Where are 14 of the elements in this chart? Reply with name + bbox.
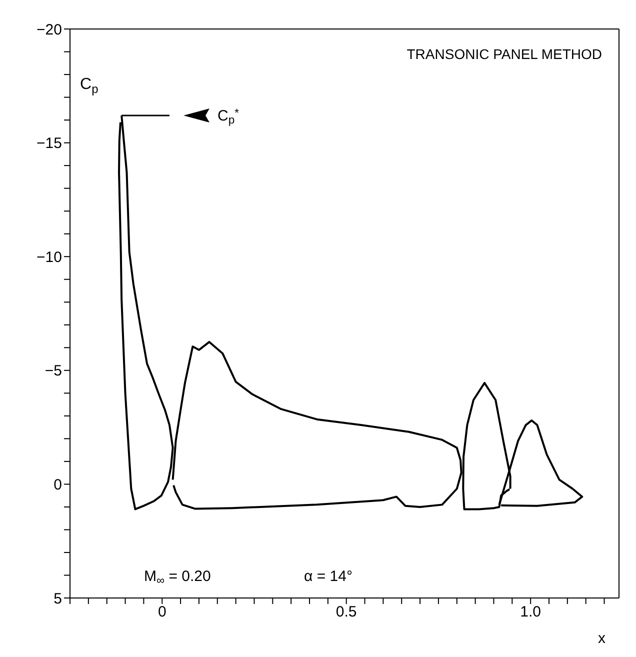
x-tick-label: 0 (158, 604, 166, 621)
y-tick-label: −5 (44, 362, 62, 380)
annotation: α = 14° (304, 568, 352, 585)
x-axis-title: x (598, 630, 606, 647)
y-tick-label: −15 (36, 135, 62, 152)
y-tick-label: −20 (36, 21, 62, 38)
y-axis-title: C$_{p}$ (80, 76, 99, 96)
annotation: TRANSONIC PANEL METHOD (406, 46, 602, 62)
y-tick-label: 0 (54, 476, 62, 494)
y-tick-label: 5 (54, 590, 62, 608)
x-tick-label: 0.5 (336, 604, 357, 621)
y-tick-label: −10 (36, 248, 62, 266)
x-tick-label: 1.0 (520, 604, 541, 621)
annotation: M$_{∞}$ = 0.20 (144, 568, 211, 588)
